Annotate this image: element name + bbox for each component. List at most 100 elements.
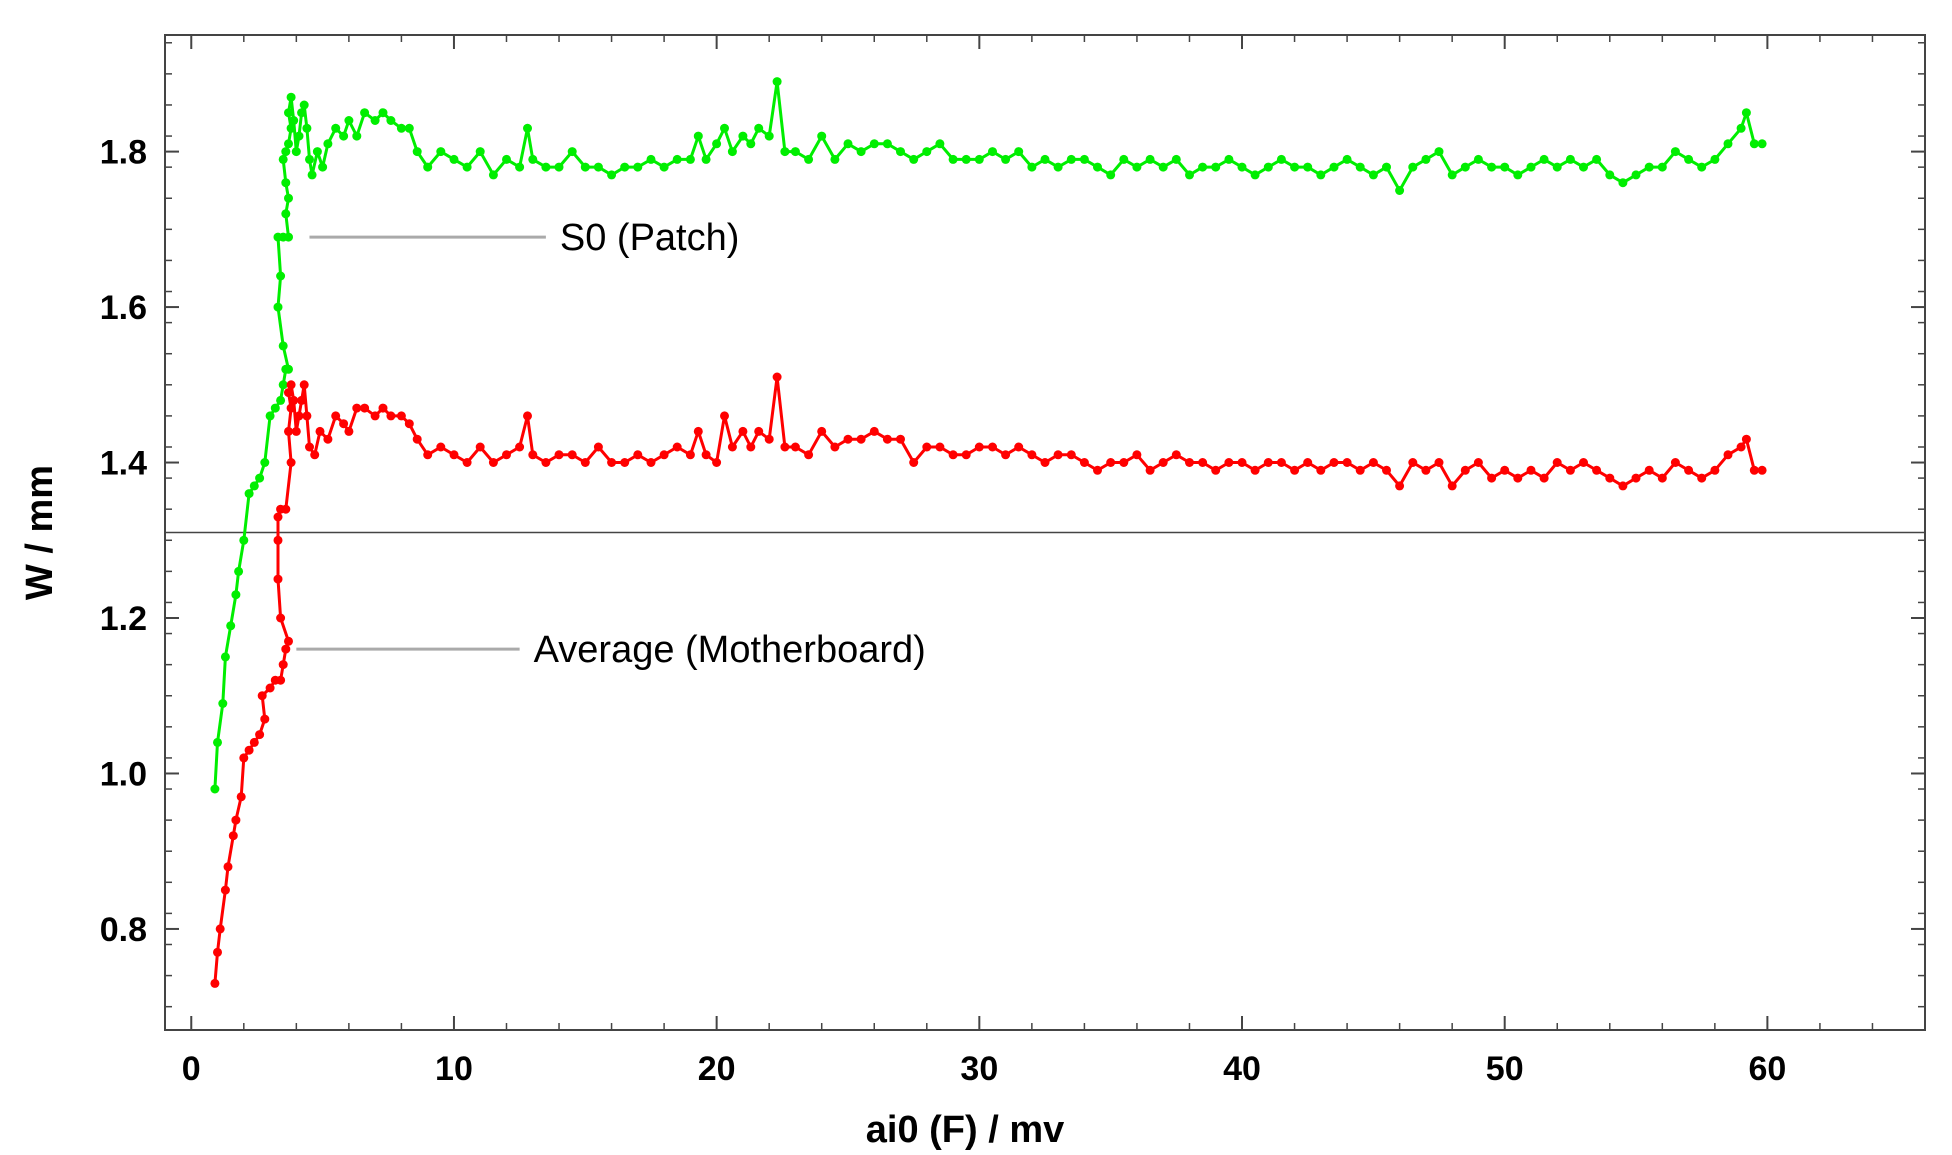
data-point-average-motherboard — [239, 753, 249, 763]
data-point-average-motherboard — [830, 442, 840, 452]
data-point-s0-patch — [1487, 162, 1497, 172]
data-point-average-motherboard — [1421, 465, 1431, 475]
data-point-average-motherboard — [1657, 473, 1667, 483]
data-point-average-motherboard — [1460, 465, 1470, 475]
data-point-average-motherboard — [1132, 450, 1142, 460]
data-point-s0-patch — [1395, 186, 1405, 195]
data-point-s0-patch — [817, 131, 827, 141]
data-point-s0-patch — [764, 131, 774, 141]
data-point-average-motherboard — [727, 442, 737, 452]
data-point-s0-patch — [790, 147, 800, 157]
data-point-s0-patch — [276, 395, 286, 405]
data-point-average-motherboard — [1276, 458, 1286, 467]
data-point-average-motherboard — [386, 411, 396, 421]
data-point-average-motherboard — [1723, 450, 1733, 460]
data-point-s0-patch — [502, 154, 511, 164]
data-point-average-motherboard — [988, 442, 997, 452]
data-point-s0-patch — [1185, 170, 1194, 180]
data-point-s0-patch — [712, 139, 722, 149]
data-point-average-motherboard — [1079, 458, 1089, 467]
x-tick-label: 40 — [1223, 1050, 1261, 1088]
data-point-s0-patch — [1592, 154, 1602, 164]
data-point-average-motherboard — [281, 504, 291, 514]
data-point-average-motherboard — [1250, 465, 1260, 475]
data-point-s0-patch — [378, 108, 388, 118]
data-point-average-motherboard — [659, 450, 669, 460]
data-point-s0-patch — [1276, 154, 1286, 164]
data-point-s0-patch — [746, 139, 756, 149]
data-point-s0-patch — [339, 131, 349, 141]
data-point-average-motherboard — [1368, 458, 1378, 467]
data-point-s0-patch — [270, 403, 280, 413]
x-tick-label: 50 — [1486, 1050, 1524, 1088]
x-axis-title: ai0 (F) / mv — [866, 1109, 1065, 1151]
data-point-s0-patch — [352, 131, 362, 141]
data-point-average-motherboard — [284, 388, 293, 398]
data-point-s0-patch — [1066, 154, 1076, 164]
data-point-average-motherboard — [754, 426, 764, 436]
data-point-s0-patch — [255, 473, 265, 483]
data-point-s0-patch — [475, 147, 485, 157]
data-point-s0-patch — [672, 154, 682, 164]
data-point-average-motherboard — [488, 458, 498, 467]
data-point-average-motherboard — [1631, 473, 1641, 483]
data-point-s0-patch — [323, 139, 333, 149]
y-tick-label: 1.8 — [100, 134, 147, 172]
data-point-average-motherboard — [974, 442, 984, 452]
data-point-s0-patch — [948, 154, 958, 164]
data-point-average-motherboard — [746, 442, 756, 452]
y-tick-label: 0.8 — [100, 911, 147, 949]
y-tick-label: 1.6 — [100, 289, 147, 327]
data-point-s0-patch — [1618, 178, 1628, 188]
data-point-average-motherboard — [1093, 465, 1102, 475]
data-point-s0-patch — [1053, 162, 1063, 172]
data-point-average-motherboard — [1040, 458, 1050, 467]
data-point-s0-patch — [1757, 139, 1767, 149]
data-point-s0-patch — [1552, 162, 1562, 172]
data-point-average-motherboard — [1263, 458, 1273, 467]
data-point-s0-patch — [291, 147, 301, 157]
data-point-average-motherboard — [896, 434, 905, 444]
data-point-s0-patch — [1657, 162, 1667, 172]
series-layer — [210, 77, 1767, 988]
data-point-s0-patch — [1158, 162, 1168, 172]
data-point-s0-patch — [701, 154, 711, 164]
data-point-average-motherboard — [412, 434, 422, 444]
data-point-s0-patch — [210, 784, 220, 794]
data-point-average-motherboard — [231, 815, 241, 825]
data-point-average-motherboard — [370, 411, 380, 421]
data-point-s0-patch — [1408, 162, 1418, 172]
data-point-s0-patch — [265, 411, 275, 421]
data-point-average-motherboard — [922, 442, 932, 452]
data-point-s0-patch — [1079, 154, 1089, 164]
data-point-average-motherboard — [1290, 465, 1300, 475]
data-point-average-motherboard — [273, 535, 283, 545]
data-point-s0-patch — [462, 162, 472, 172]
data-point-average-motherboard — [1066, 450, 1076, 460]
data-point-average-motherboard — [772, 372, 782, 382]
data-point-s0-patch — [1631, 170, 1641, 180]
data-point-average-motherboard — [1539, 473, 1549, 483]
data-point-average-motherboard — [278, 660, 288, 670]
data-point-average-motherboard — [286, 403, 296, 413]
data-point-s0-patch — [1119, 154, 1129, 164]
data-point-average-motherboard — [738, 426, 748, 436]
data-point-average-motherboard — [1355, 465, 1365, 475]
data-point-s0-patch — [1014, 147, 1024, 157]
data-point-average-motherboard — [1552, 458, 1562, 467]
data-point-s0-patch — [620, 162, 630, 172]
annotations-layer: S0 (Patch) Average (Motherboard) — [296, 217, 926, 671]
data-point-s0-patch — [249, 481, 259, 491]
data-point-s0-patch — [1513, 170, 1523, 180]
data-point-s0-patch — [284, 364, 293, 374]
data-point-average-motherboard — [323, 434, 333, 444]
data-point-s0-patch — [780, 147, 790, 157]
data-point-average-motherboard — [286, 458, 296, 467]
data-point-s0-patch — [299, 100, 309, 110]
data-point-s0-patch — [869, 139, 879, 149]
data-point-s0-patch — [1710, 154, 1720, 164]
data-point-average-motherboard — [843, 434, 853, 444]
data-point-average-motherboard — [1053, 450, 1063, 460]
data-point-average-motherboard — [220, 885, 230, 895]
data-point-average-motherboard — [281, 644, 291, 654]
